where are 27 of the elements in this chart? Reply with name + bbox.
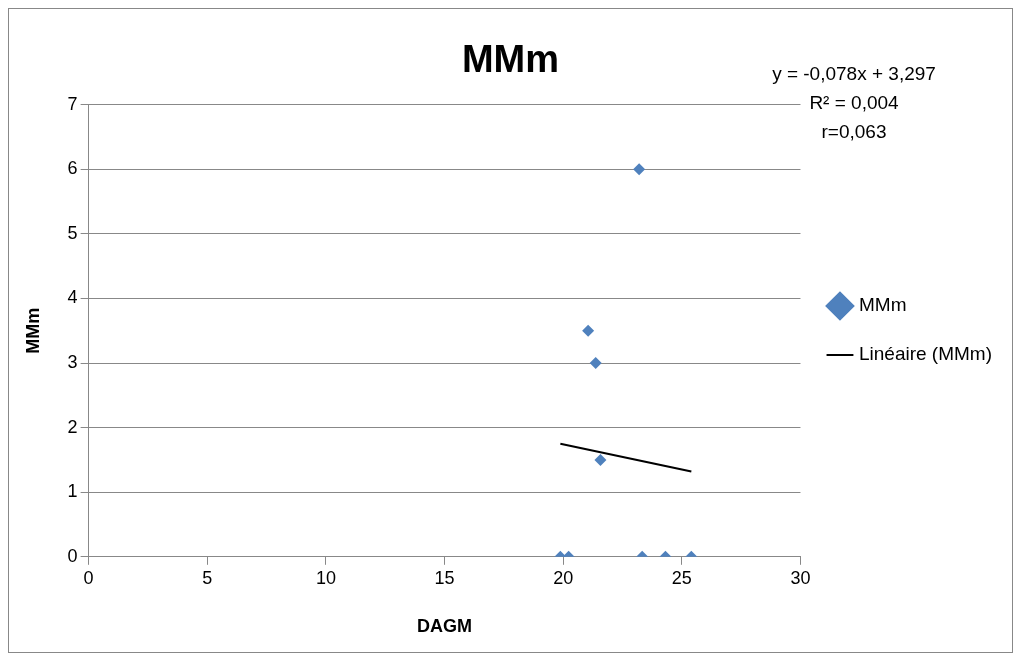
x-tick-label: 0	[83, 567, 94, 588]
point	[594, 453, 607, 466]
point	[582, 324, 595, 337]
legend-label: Linéaire (MMm)	[858, 343, 993, 365]
y-tick-label: 7	[67, 93, 78, 114]
legend-label: MMm	[858, 294, 907, 316]
y-tick-label: 2	[67, 416, 78, 437]
x-tick-label: 5	[202, 567, 213, 588]
x-tick-label: 20	[553, 567, 574, 588]
chart-title: MMm	[461, 38, 560, 81]
y-tick-label: 0	[67, 545, 78, 566]
x-tick-label: 15	[434, 567, 455, 588]
x-axis-title: DAGM	[417, 616, 473, 637]
y-tick-label: 1	[67, 481, 78, 502]
text: r=0,063	[821, 120, 887, 142]
y-tick-label: 4	[67, 287, 78, 308]
x-tick-label: 30	[790, 567, 811, 588]
text: y = -0,078x + 3,297	[772, 62, 936, 84]
point	[589, 357, 602, 369]
y-tick-label: 6	[67, 158, 78, 179]
y-tick-label: 3	[67, 351, 78, 372]
point	[633, 163, 646, 176]
text: R² = 0,004	[809, 91, 900, 113]
y-tick-label: 5	[67, 222, 78, 243]
y-axis-title: MMm	[22, 307, 43, 354]
x-tick-label: 10	[315, 567, 336, 588]
x-tick-label: 25	[671, 567, 692, 588]
